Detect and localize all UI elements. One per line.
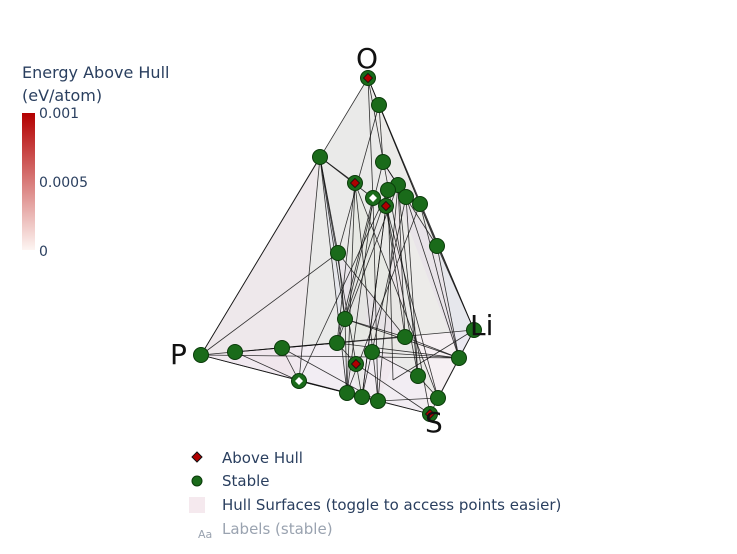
hull-edge-line (436, 245, 460, 359)
stable-point-highlight (295, 377, 303, 385)
hull-edge-line (378, 104, 384, 163)
hull-edge-line (419, 203, 460, 359)
above-hull-point[interactable] (350, 358, 362, 370)
legend-item-above-hull[interactable]: Above Hull (191, 449, 303, 467)
legend-label-labels: Labels (stable) (222, 520, 333, 538)
colorbar-title-line2: (eV/atom) (22, 86, 102, 105)
stable-point[interactable] (410, 368, 426, 384)
stable-point[interactable] (397, 329, 413, 345)
hull-edge-line (337, 252, 406, 338)
vertex-labels: O P Li S (170, 42, 493, 439)
hull-edge-line (436, 245, 475, 331)
hull-surface-face (201, 157, 320, 381)
legend-surface-swatch-icon (189, 497, 205, 513)
stable-point[interactable] (337, 311, 353, 327)
hull-edge-line (385, 205, 439, 399)
hull-edge-line (298, 156, 321, 382)
hull-edge-line (298, 189, 389, 382)
hull-edge-line (404, 336, 460, 359)
colorbar-gradient (22, 113, 35, 250)
stable-point[interactable] (370, 393, 386, 409)
hull-edge-line (200, 354, 460, 359)
hull-edge-line (344, 161, 384, 320)
hull-edges (200, 77, 475, 415)
stable-point[interactable] (354, 389, 370, 405)
hull-edge-line (200, 156, 321, 356)
hull-edge-line (337, 252, 346, 320)
legend-item-surfaces[interactable]: Hull Surfaces (toggle to access points e… (189, 496, 561, 514)
hull-edge-line (377, 184, 399, 402)
above-hull-point[interactable] (362, 72, 374, 84)
vertex-label-o: O (356, 42, 378, 75)
hull-edge-line (392, 329, 475, 381)
stable-point[interactable] (430, 390, 446, 406)
hull-edge-line (234, 336, 406, 353)
stable-point-highlight (369, 194, 377, 202)
hull-edge-line (319, 156, 374, 199)
stable-point[interactable] (312, 149, 328, 165)
hull-edge-line (234, 351, 300, 382)
vertex-label-li: Li (470, 309, 493, 342)
hull-edge-line (405, 196, 419, 377)
stable-point[interactable] (371, 97, 387, 113)
hull-edge-line (344, 318, 348, 394)
hull-edge-line (367, 77, 431, 415)
legend-item-stable[interactable]: Stable (191, 472, 270, 490)
legend-circle-icon (191, 475, 203, 487)
legend: Above Hull Stable Hull Surfaces (toggle … (189, 449, 561, 541)
stable-point[interactable] (380, 182, 396, 198)
stable-point[interactable] (412, 196, 428, 212)
legend-label-above-hull: Above Hull (222, 449, 303, 467)
colorbar-tick-min: 0 (39, 244, 48, 260)
stable-point[interactable] (466, 322, 482, 338)
colorbar-tick-max: 0.001 (39, 106, 79, 122)
hull-edge-line (361, 205, 387, 398)
stable-point[interactable] (398, 189, 414, 205)
legend-label-surfaces: Hull Surfaces (toggle to access points e… (222, 496, 561, 514)
colorbar-tick-mid: 0.0005 (39, 175, 88, 191)
hull-edge-line (385, 205, 419, 377)
legend-diamond-icon (191, 451, 203, 463)
stable-point[interactable] (339, 385, 355, 401)
hull-edge-line (385, 205, 406, 338)
hull-edge-line (336, 342, 460, 359)
hull-edge-line (344, 318, 406, 338)
stable-point[interactable] (330, 245, 346, 261)
hull-edge-line (355, 363, 431, 415)
hull-edge-line (367, 77, 374, 199)
above-hull-point[interactable] (424, 408, 436, 420)
hull-edge-line (371, 351, 460, 359)
hull-edge-line (371, 351, 419, 377)
data-points[interactable] (193, 70, 482, 422)
hull-edge-line (382, 161, 438, 247)
hull-edge-line (200, 252, 339, 356)
vertex-label-p: P (170, 338, 187, 371)
stable-point[interactable] (429, 238, 445, 254)
legend-item-labels[interactable]: Aa Labels (stable) (198, 520, 333, 541)
colorbar: Energy Above Hull (eV/atom) 0.001 0.0005… (22, 63, 169, 260)
stable-point[interactable] (375, 154, 391, 170)
stable-point[interactable] (451, 350, 467, 366)
hull-edge-line (397, 184, 406, 338)
hull-surface-face (437, 246, 474, 358)
above-hull-point[interactable] (380, 200, 392, 212)
hull-edge-line (405, 196, 460, 359)
hull-edge-line (354, 182, 379, 402)
above-hull-point[interactable] (349, 177, 361, 189)
stable-point[interactable] (193, 347, 209, 363)
hull-surface-face (383, 162, 459, 358)
legend-text-icon: Aa (198, 528, 212, 541)
vertex-label-s: S (425, 406, 443, 439)
stable-point[interactable] (227, 344, 243, 360)
stable-point[interactable] (329, 335, 345, 351)
hull-edge-line (319, 156, 348, 394)
stable-point[interactable] (364, 344, 380, 360)
legend-label-stable: Stable (222, 472, 270, 490)
colorbar-title-line1: Energy Above Hull (22, 63, 169, 82)
stable-point[interactable] (274, 340, 290, 356)
